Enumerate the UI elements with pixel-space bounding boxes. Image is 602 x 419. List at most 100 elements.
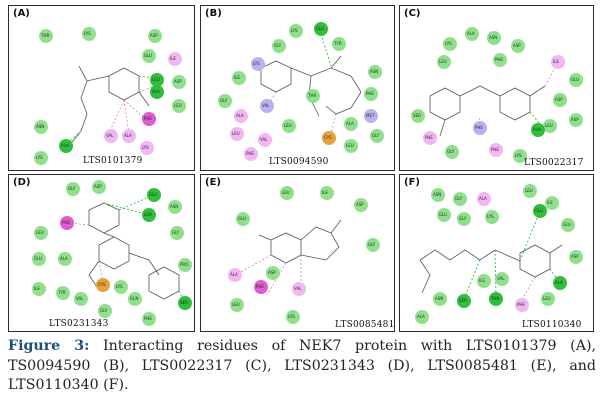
svg-text:ILE: ILE [479, 278, 485, 283]
svg-text:LEU: LEU [282, 190, 290, 195]
svg-text:LEU: LEU [232, 302, 240, 307]
svg-text:ASP: ASP [174, 79, 182, 84]
svg-text:ASN: ASN [170, 204, 178, 209]
figure-caption: Figure 3: Interacting residues of NEK7 p… [8, 337, 596, 396]
svg-text:TYR: TYR [57, 290, 66, 295]
interaction-diagram-b: LYS GLU GLY LYS TYR ILE GLY ALA LEU VAL … [218, 22, 384, 161]
svg-text:ASP: ASP [150, 33, 158, 38]
compound-name: LTS0085481 [335, 320, 395, 330]
svg-text:GLU: GLU [316, 26, 324, 31]
interaction-diagram-c: ALA ASN LYS ASP PHE LEU ILE GLU ASP ASP … [411, 27, 583, 163]
svg-text:VAL: VAL [497, 276, 505, 281]
svg-text:ALA: ALA [236, 113, 244, 118]
svg-text:TYR: TYR [333, 41, 342, 46]
svg-text:GLY: GLY [459, 216, 467, 221]
caption-title: Figure 3: [8, 338, 90, 354]
svg-text:LYS: LYS [142, 145, 149, 150]
svg-text:ASP: ASP [513, 43, 521, 48]
svg-text:PHE: PHE [517, 302, 525, 307]
svg-text:CYS: CYS [98, 282, 106, 287]
svg-text:ILE: ILE [553, 59, 559, 64]
svg-text:PHE: PHE [144, 116, 152, 121]
panel-label: (F) [404, 177, 420, 188]
svg-text:LYS: LYS [291, 28, 298, 33]
interaction-diagram-a: THR LYS ASP GLU ILE LEU ALA ASP LEU PHE … [34, 27, 186, 165]
svg-text:GLU: GLU [34, 256, 42, 261]
svg-text:PHE: PHE [425, 135, 433, 140]
panel-d: GLY ASP GLU ASN LEU PHE LEU GLY GLU ALA … [8, 174, 195, 332]
caption-text: Interacting residues of NEK7 protein wit… [8, 338, 596, 393]
svg-text:GLY: GLY [172, 230, 180, 235]
svg-text:PHE: PHE [256, 284, 264, 289]
svg-text:GLU: GLU [563, 222, 571, 227]
compound-name: LTS0110340 [522, 320, 582, 330]
interaction-diagram-d: GLY ASP GLU ASN LEU PHE LEU GLY GLU ALA … [32, 180, 192, 326]
panel-f: ASN GLY ALA LEU GLU GLY LYS GLU ILE GLU … [399, 174, 594, 332]
svg-text:VAL: VAL [294, 286, 302, 291]
svg-text:LEU: LEU [545, 123, 553, 128]
svg-text:LEU: LEU [232, 131, 240, 136]
svg-text:LYS: LYS [487, 214, 494, 219]
svg-text:ASP: ASP [94, 184, 102, 189]
svg-text:SER: SER [459, 298, 467, 303]
svg-text:ALA: ALA [467, 31, 475, 36]
svg-text:ALA: ALA [61, 143, 69, 148]
svg-text:GLU: GLU [238, 216, 246, 221]
panel-label: (C) [404, 8, 421, 19]
svg-text:ALA: ALA [555, 280, 563, 285]
svg-text:PHE: PHE [246, 151, 254, 156]
svg-text:LEU: LEU [152, 77, 160, 82]
svg-text:CYS: CYS [324, 135, 332, 140]
svg-text:GLU: GLU [149, 192, 157, 197]
panel-c: ALA ASN LYS ASP PHE LEU ILE GLU ASP ASP … [399, 5, 594, 171]
svg-text:ASP: ASP [356, 202, 364, 207]
svg-text:GLY: GLY [68, 186, 76, 191]
svg-text:LYS: LYS [253, 61, 260, 66]
svg-text:ILE: ILE [547, 200, 553, 205]
svg-text:ALA: ALA [152, 89, 160, 94]
svg-text:LEU: LEU [439, 59, 447, 64]
svg-text:ALA: ALA [230, 272, 238, 277]
svg-text:LYS: LYS [515, 153, 522, 158]
svg-text:ASN: ASN [36, 124, 44, 129]
svg-text:ASN: ASN [433, 192, 441, 197]
svg-text:ASP: ASP [571, 254, 579, 259]
panel-b: LYS GLU GLY LYS TYR ILE GLY ALA LEU VAL … [200, 5, 395, 171]
svg-text:LEU: LEU [543, 296, 551, 301]
svg-text:GLY: GLY [220, 98, 228, 103]
interaction-diagram-f: ASN GLY ALA LEU GLU GLY LYS GLU ILE GLU … [415, 184, 583, 324]
compound-name: LTS0022317 [524, 158, 584, 168]
svg-text:THR: THR [307, 93, 316, 98]
svg-text:PHE: PHE [491, 147, 499, 152]
svg-text:GLY: GLY [447, 149, 455, 154]
svg-text:PHE: PHE [366, 91, 374, 96]
svg-text:LEU: LEU [284, 123, 292, 128]
svg-text:GLU: GLU [571, 77, 579, 82]
svg-text:LYS: LYS [445, 41, 452, 46]
svg-text:ASP: ASP [268, 270, 276, 275]
svg-text:GLY: GLY [100, 308, 108, 313]
svg-text:LYS: LYS [84, 31, 91, 36]
svg-text:LEU: LEU [144, 212, 152, 217]
svg-text:ASN: ASN [489, 35, 497, 40]
interaction-diagram-e: LEU ILE ASP GLU GLY ASP ALA PHE VAL LEU … [228, 186, 380, 324]
svg-text:LYS: LYS [36, 155, 43, 160]
svg-text:THR: THR [490, 296, 499, 301]
svg-text:VAL: VAL [260, 137, 268, 142]
svg-text:GLY: GLY [368, 242, 376, 247]
panel-label: (B) [205, 8, 222, 19]
svg-text:GLY: GLY [455, 196, 463, 201]
panel-label: (D) [13, 177, 31, 188]
compound-name: LTS0101379 [83, 156, 143, 166]
svg-text:ALA: ALA [60, 256, 68, 261]
svg-text:VAL: VAL [106, 133, 114, 138]
svg-text:ALA: ALA [124, 133, 132, 138]
svg-text:LYS: LYS [288, 314, 295, 319]
svg-text:VAL: VAL [262, 103, 270, 108]
panel-label: (E) [205, 177, 221, 188]
svg-text:SER: SER [180, 300, 188, 305]
svg-text:LEU: LEU [174, 103, 182, 108]
svg-text:LEU: LEU [346, 143, 354, 148]
svg-text:ASN: ASN [435, 296, 443, 301]
svg-text:PHE: PHE [475, 125, 483, 130]
